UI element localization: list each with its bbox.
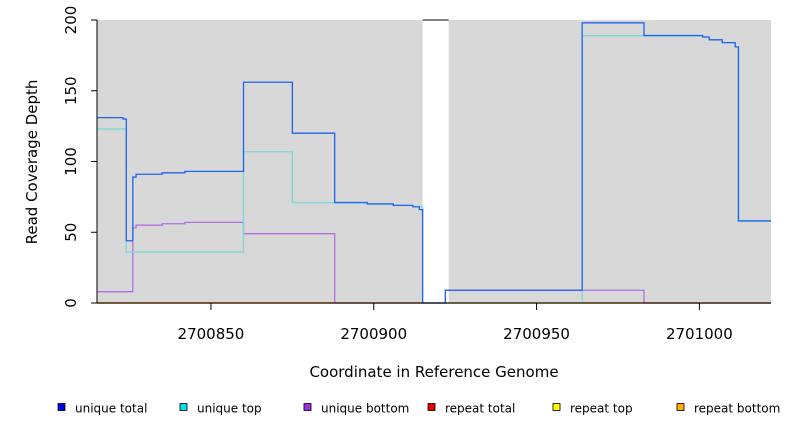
legend-swatch bbox=[427, 403, 436, 411]
x-tick-label: 2700850 bbox=[178, 325, 245, 343]
legend-item-unique-total: unique total bbox=[57, 402, 147, 416]
legend-label: unique total bbox=[75, 402, 147, 416]
legend-item-repeat-total: repeat total bbox=[427, 402, 515, 416]
x-tick-label: 2700950 bbox=[503, 325, 570, 343]
y-tick-label: 0 bbox=[62, 298, 80, 308]
legend-item-repeat-bottom: repeat bottom bbox=[676, 402, 780, 416]
y-axis-label: Read Coverage Depth bbox=[23, 80, 41, 245]
shaded-region-1 bbox=[97, 20, 423, 303]
y-ticks: 0 50 100 150 200 bbox=[62, 6, 97, 308]
x-tick-label: 2701000 bbox=[666, 325, 733, 343]
legend-swatch bbox=[552, 403, 561, 411]
y-tick-label: 150 bbox=[62, 76, 80, 105]
x-tick-label: 2700900 bbox=[340, 325, 407, 343]
legend-label: repeat total bbox=[445, 402, 515, 416]
legend-label: repeat top bbox=[570, 402, 633, 416]
legend-swatch bbox=[57, 403, 66, 411]
legend-label: unique top bbox=[197, 402, 262, 416]
legend-label: repeat bottom bbox=[694, 402, 780, 416]
shaded-region-2 bbox=[448, 20, 771, 303]
legend-item-unique-top: unique top bbox=[179, 402, 262, 416]
covered-region-shading bbox=[97, 20, 771, 303]
y-tick-label: 100 bbox=[62, 147, 80, 176]
legend-item-repeat-top: repeat top bbox=[552, 402, 633, 416]
legend-swatch bbox=[303, 403, 312, 411]
legend-swatch bbox=[676, 403, 685, 411]
series-line-unique-total bbox=[97, 22, 771, 304]
legend-swatch bbox=[179, 403, 188, 411]
legend-label: unique bottom bbox=[321, 402, 409, 416]
legend-item-unique-bottom: unique bottom bbox=[303, 402, 409, 416]
x-axis-label: Coordinate in Reference Genome bbox=[309, 363, 558, 381]
y-tick-label: 200 bbox=[62, 6, 80, 35]
y-tick-label: 50 bbox=[62, 223, 80, 242]
x-ticks: 2700850 2700900 2700950 2701000 bbox=[178, 303, 733, 343]
legend: unique total unique top unique bottom repea… bbox=[57, 402, 780, 416]
